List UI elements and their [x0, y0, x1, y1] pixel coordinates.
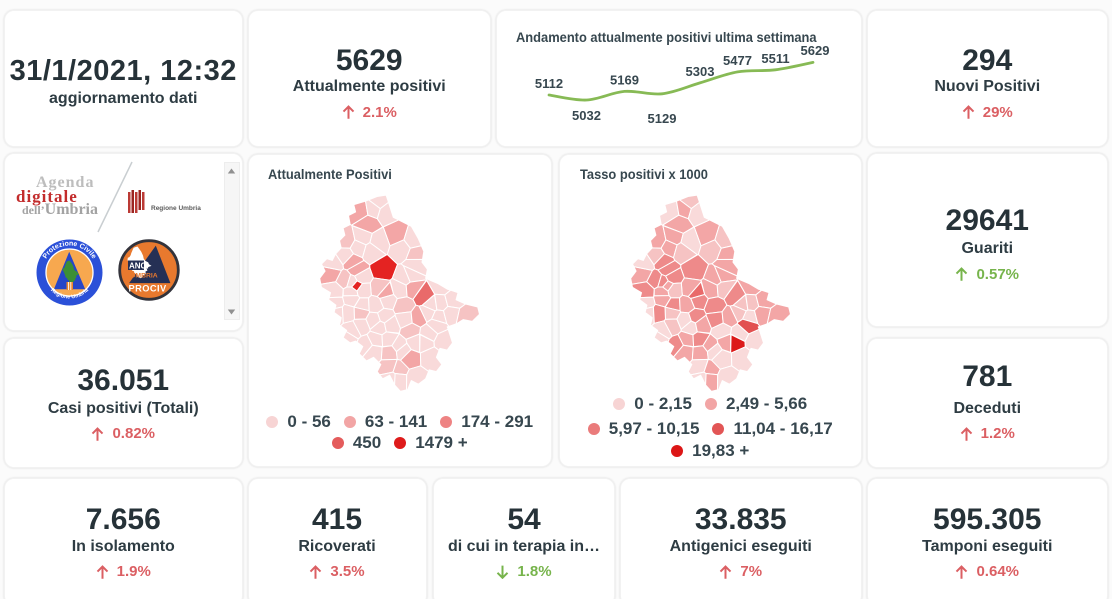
svg-text:5032: 5032: [572, 108, 601, 123]
svg-text:Regione Umbria: Regione Umbria: [151, 205, 201, 212]
svg-text:5129: 5129: [648, 111, 677, 126]
svg-text:5169: 5169: [610, 73, 639, 88]
svg-text:5629: 5629: [801, 43, 830, 58]
svg-text:ANCI: ANCI: [129, 261, 149, 270]
svg-text:5112: 5112: [535, 76, 563, 91]
svg-text:5511: 5511: [761, 51, 789, 66]
svg-text:UMBRIA: UMBRIA: [131, 272, 158, 279]
svg-text:PROCIV: PROCIV: [129, 283, 167, 293]
svg-text:5477: 5477: [723, 53, 752, 68]
svg-text:5303: 5303: [686, 64, 715, 79]
